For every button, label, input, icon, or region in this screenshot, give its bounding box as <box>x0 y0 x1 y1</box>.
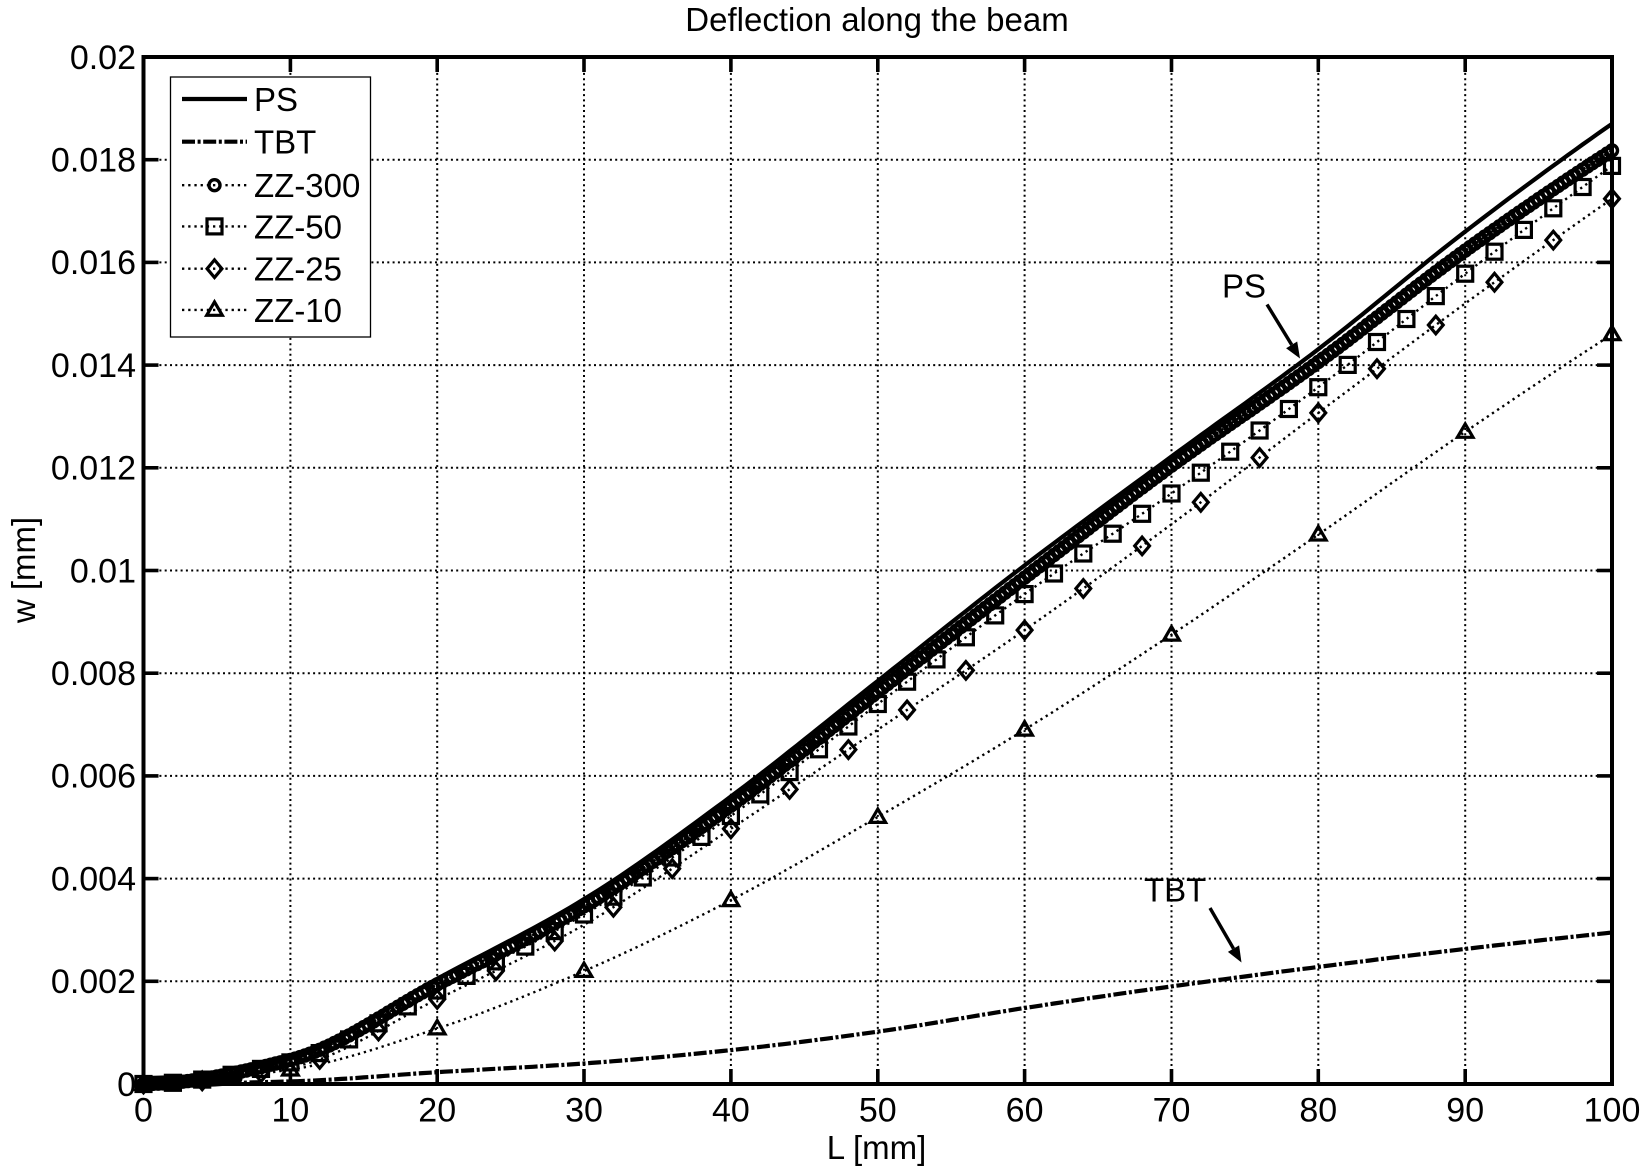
svg-text:60: 60 <box>1006 1092 1044 1130</box>
svg-text:TBT: TBT <box>1144 872 1206 909</box>
svg-text:70: 70 <box>1153 1092 1191 1130</box>
svg-text:w [mm]: w [mm] <box>5 517 42 624</box>
svg-text:0.002: 0.002 <box>51 963 136 1001</box>
svg-text:100: 100 <box>1584 1092 1641 1130</box>
svg-text:20: 20 <box>418 1092 456 1130</box>
svg-text:PS: PS <box>254 81 298 118</box>
svg-text:0.006: 0.006 <box>51 758 136 796</box>
svg-text:ZZ-300: ZZ-300 <box>254 167 360 204</box>
svg-text:0.008: 0.008 <box>51 655 136 693</box>
svg-text:0.014: 0.014 <box>51 347 136 385</box>
svg-text:0: 0 <box>117 1066 136 1104</box>
svg-text:30: 30 <box>565 1092 603 1130</box>
svg-text:0.016: 0.016 <box>51 244 136 282</box>
svg-text:0: 0 <box>134 1092 153 1130</box>
svg-text:PS: PS <box>1222 268 1266 305</box>
svg-text:0.01: 0.01 <box>70 552 136 590</box>
svg-text:TBT: TBT <box>254 124 316 161</box>
svg-text:0.02: 0.02 <box>70 39 136 77</box>
svg-text:ZZ-10: ZZ-10 <box>254 292 342 329</box>
svg-text:ZZ-50: ZZ-50 <box>254 208 342 245</box>
svg-text:0.012: 0.012 <box>51 450 136 488</box>
svg-text:80: 80 <box>1299 1092 1337 1130</box>
svg-text:10: 10 <box>271 1092 309 1130</box>
svg-text:0.004: 0.004 <box>51 860 136 898</box>
svg-text:Deflection along the beam: Deflection along the beam <box>685 1 1068 38</box>
svg-text:L [mm]: L [mm] <box>827 1129 927 1166</box>
svg-text:ZZ-25: ZZ-25 <box>254 251 342 288</box>
svg-text:0.018: 0.018 <box>51 142 136 180</box>
svg-text:40: 40 <box>712 1092 750 1130</box>
svg-text:90: 90 <box>1446 1092 1484 1130</box>
svg-text:50: 50 <box>859 1092 897 1130</box>
